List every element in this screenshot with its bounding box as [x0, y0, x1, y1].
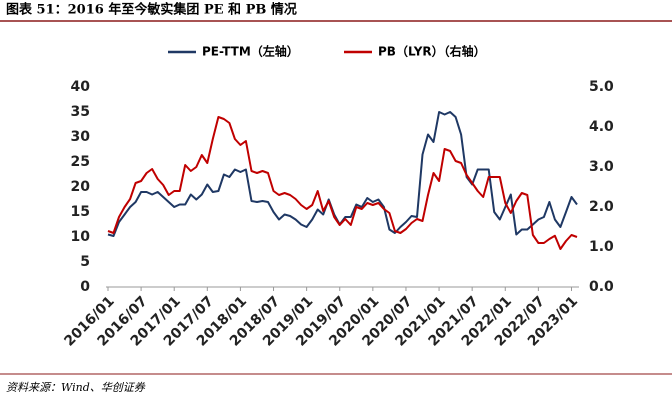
legend-label: PB（LYR）（右轴）	[378, 44, 486, 59]
y-tick-label: 30	[71, 129, 91, 145]
y2-tick-label: 3.0	[589, 159, 614, 175]
y-tick-label: 15	[71, 204, 90, 220]
legend-label: PE-TTM（左轴）	[202, 44, 299, 59]
series-line	[107, 116, 578, 250]
y-tick-label: 5	[80, 254, 90, 270]
y-tick-label: 10	[71, 229, 91, 245]
y-tick-label: 35	[71, 104, 90, 120]
y2-tick-label: 0.0	[589, 279, 614, 295]
y-tick-label: 20	[71, 179, 91, 195]
y2-tick-label: 2.0	[589, 199, 614, 215]
y-tick-label: 40	[71, 79, 91, 95]
series-line	[107, 111, 578, 237]
y2-tick-label: 4.0	[589, 119, 614, 135]
y-tick-label: 0	[80, 279, 90, 295]
chart-title: 图表 51：2016 年至今敏实集团 PE 和 PB 情况	[6, 2, 297, 18]
y2-tick-label: 5.0	[589, 79, 614, 95]
y-tick-label: 25	[71, 154, 90, 170]
y2-tick-label: 1.0	[589, 239, 614, 255]
source: 资料来源：Wind、华创证券	[6, 381, 146, 394]
